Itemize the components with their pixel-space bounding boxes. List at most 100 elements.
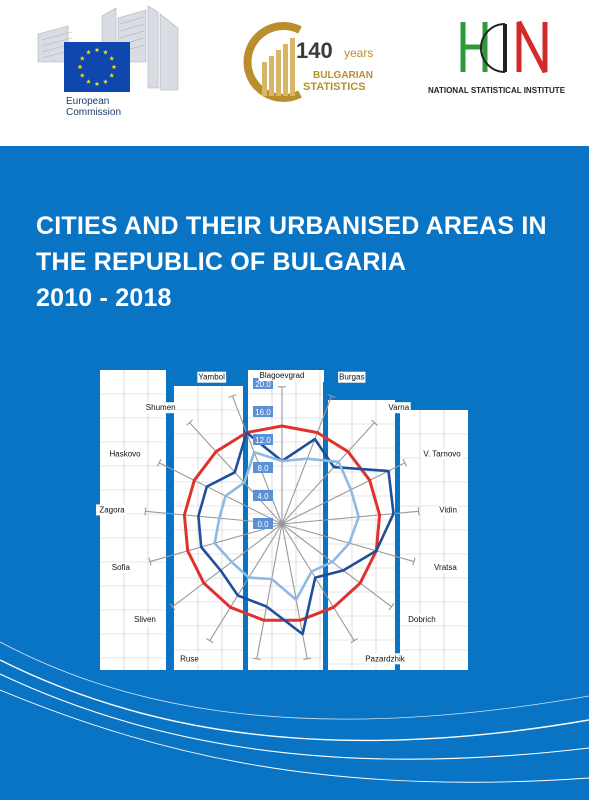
spoke-cap xyxy=(144,507,147,516)
category-label: St. Zagora xyxy=(96,505,125,514)
ec-line1: European xyxy=(66,96,110,107)
eu-star-icon xyxy=(86,79,91,84)
title-line2: THE REPUBLIC OF BULGARIA xyxy=(36,248,407,276)
spoke-cap xyxy=(371,419,378,426)
category-label: Burgas xyxy=(339,373,364,382)
spoke-cap xyxy=(186,419,193,426)
eu-star-icon xyxy=(109,72,115,78)
eu-star-icon xyxy=(94,81,100,87)
spoke-cap xyxy=(169,603,176,611)
european-commission-logo xyxy=(37,5,179,92)
panel-separator xyxy=(323,382,328,670)
radar-spoke xyxy=(209,523,283,641)
tick-label-bg xyxy=(253,434,273,445)
spoke-cap xyxy=(388,603,395,611)
radar-spoke xyxy=(281,523,392,608)
radar-series-red xyxy=(182,424,382,622)
spoke-cap xyxy=(327,394,336,399)
nsi-caption: NATIONAL STATISTICAL INSTITUTE xyxy=(428,86,566,95)
tick-label: 4.0 xyxy=(257,492,269,501)
category-label: Blagoevgrad xyxy=(260,371,305,380)
tick-label-bg xyxy=(253,462,273,473)
bs-line1: BULGARIAN xyxy=(313,70,373,81)
category-label-bg xyxy=(407,614,437,626)
category-label-bg xyxy=(96,504,127,516)
radar-spoke xyxy=(281,523,308,659)
radar-spoke xyxy=(231,395,283,525)
eu-star-icon xyxy=(77,64,83,70)
eu-star-icon xyxy=(111,64,117,70)
spoke-cap xyxy=(412,557,416,566)
radar-series-light xyxy=(213,450,361,601)
spoke-cap xyxy=(303,657,312,661)
spoke-cap xyxy=(252,657,261,661)
header: European Commission 140 years BULGARIAN … xyxy=(0,0,589,146)
tick-label-bg xyxy=(253,518,273,529)
category-label-bg xyxy=(433,562,459,574)
category-label: Sliven xyxy=(134,615,156,624)
title-line1: CITIES AND THEIR URBANISED AREAS IN xyxy=(36,212,547,240)
spoke-cap xyxy=(206,638,214,644)
tick-label-bg xyxy=(253,406,273,417)
category-label-bg xyxy=(197,371,227,383)
title-line3: 2010 - 2018 xyxy=(36,284,172,312)
category-label: Sofia xyxy=(112,563,131,572)
eu-star-icon xyxy=(86,49,91,55)
category-label-bg xyxy=(438,504,458,516)
panel-separator xyxy=(243,382,248,670)
radar-chart: 0.0 4.0 8.0 12.0 16.0 20.0 Blagoevgrad Burgas V… xyxy=(96,370,468,670)
category-label: Vidin xyxy=(439,505,457,514)
spoke-cap xyxy=(156,459,162,467)
category-label: V. Tarnovo xyxy=(423,450,461,459)
bs-number: 140 xyxy=(296,38,333,63)
eu-star-icon xyxy=(103,79,108,84)
category-label-bg xyxy=(110,562,132,574)
category-label: Vratsa xyxy=(434,563,457,572)
tick-label-bg xyxy=(253,490,273,501)
radar-spoke xyxy=(281,510,419,525)
eu-star-icon xyxy=(94,47,100,53)
panel-separator xyxy=(167,382,172,670)
publication-title: CITIES AND THEIR URBANISED AREAS IN THE … xyxy=(36,208,547,316)
eu-star-icon xyxy=(79,72,85,78)
tick-label: 16.0 xyxy=(255,408,271,417)
spoke-cap xyxy=(148,557,152,566)
radar-spoke xyxy=(172,523,283,608)
category-label: Shumen xyxy=(146,403,176,412)
decorative-waves xyxy=(0,641,589,783)
category-label-bg xyxy=(364,653,407,665)
radar-spoke xyxy=(158,462,283,525)
radar-spoke xyxy=(281,462,406,525)
radar-spoke xyxy=(281,523,355,641)
bs-line2: STATISTICS xyxy=(303,81,366,93)
radar-spoke xyxy=(281,422,375,525)
category-label-bg xyxy=(179,653,201,665)
eu-star-icon xyxy=(79,55,85,61)
tick-label: 12.0 xyxy=(255,436,271,445)
category-label-bg xyxy=(387,402,411,414)
european-commission-text: European Commission xyxy=(66,96,121,118)
category-label-bg xyxy=(144,402,177,414)
spoke-cap xyxy=(228,394,237,399)
category-label: Haskovo xyxy=(109,450,141,459)
nsi-logo xyxy=(460,20,548,74)
eu-star-icon xyxy=(109,55,115,61)
category-label: Dobrich xyxy=(408,615,436,624)
radar-series-dark xyxy=(197,431,395,636)
category-label: Ruse xyxy=(180,654,199,663)
category-label-bg xyxy=(133,614,157,626)
spoke-cap xyxy=(417,507,420,516)
spoke-cap xyxy=(350,638,358,644)
bulgarian-statistics-140-logo xyxy=(243,22,302,102)
eu-star-icon xyxy=(103,49,108,55)
radar-spoke xyxy=(256,523,283,659)
category-label-bg xyxy=(422,448,463,460)
category-label: Yambol xyxy=(198,373,225,382)
bs-years: years xyxy=(344,46,374,60)
category-label-bg xyxy=(108,448,143,460)
category-label: Pazardzhik xyxy=(365,654,406,663)
tick-label-bg xyxy=(253,378,273,389)
category-label-bg xyxy=(338,371,366,383)
panel-separator xyxy=(395,382,400,670)
category-label: Varna xyxy=(388,403,409,412)
